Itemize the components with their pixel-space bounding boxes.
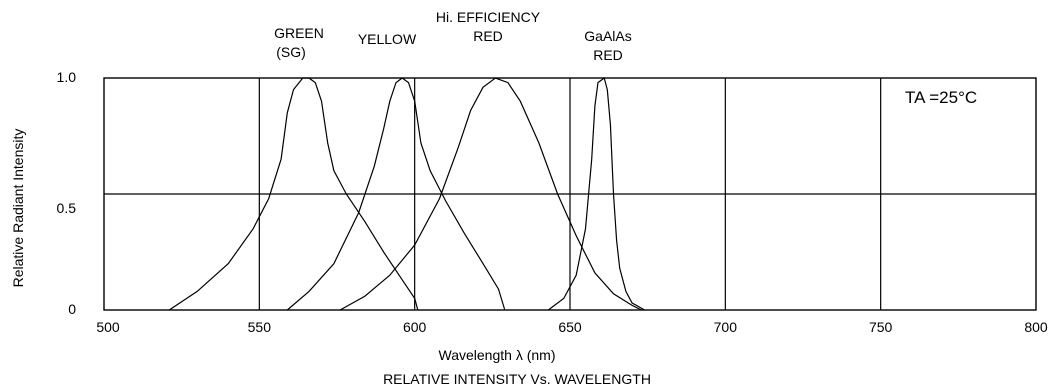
chart-title: RELATIVE INTENSITY Vs. WAVELENGTH xyxy=(383,371,651,387)
series-curves xyxy=(168,76,645,311)
x-tick-label: 800 xyxy=(1024,319,1048,335)
series-label-line2: RED xyxy=(473,28,503,44)
series-label-line1: YELLOW xyxy=(358,31,417,47)
series-curve-1 xyxy=(168,77,419,311)
y-axis-label: Relative Radiant Intensity xyxy=(10,129,26,288)
x-axis-label: Wavelength λ (nm) xyxy=(439,347,556,363)
series-curve-3 xyxy=(339,77,642,311)
x-tick-labels: 500 550 600 650 700 750 800 xyxy=(96,319,1048,335)
y-tick-labels: 0 0.5 1.0 xyxy=(57,69,77,317)
x-tick-label: 600 xyxy=(403,319,427,335)
grid-lines xyxy=(104,78,1036,310)
y-tick-label: 1.0 xyxy=(57,69,77,85)
series-curve-2 xyxy=(286,77,506,311)
series-curve-4 xyxy=(547,76,645,311)
x-tick-label: 700 xyxy=(714,319,738,335)
series-label-line1: Hi. EFFICIENCY xyxy=(436,9,541,25)
x-tick-label: 750 xyxy=(869,319,893,335)
series-label-line2: RED xyxy=(593,47,623,63)
series-label-line2: (SG) xyxy=(276,44,306,60)
y-tick-label: 0.5 xyxy=(57,200,77,216)
temperature-annotation: TA =25°C xyxy=(905,88,977,107)
series-label-line1: GaAlAs xyxy=(584,28,631,44)
x-tick-label: 500 xyxy=(96,319,120,335)
series-labels: GREEN (SG) YELLOW Hi. EFFICIENCY RED GaAlAs RE… xyxy=(274,9,632,63)
y-tick-label: 0 xyxy=(68,301,76,317)
x-tick-label: 550 xyxy=(248,319,272,335)
series-label-line1: GREEN xyxy=(274,25,324,41)
x-tick-label: 650 xyxy=(558,319,582,335)
